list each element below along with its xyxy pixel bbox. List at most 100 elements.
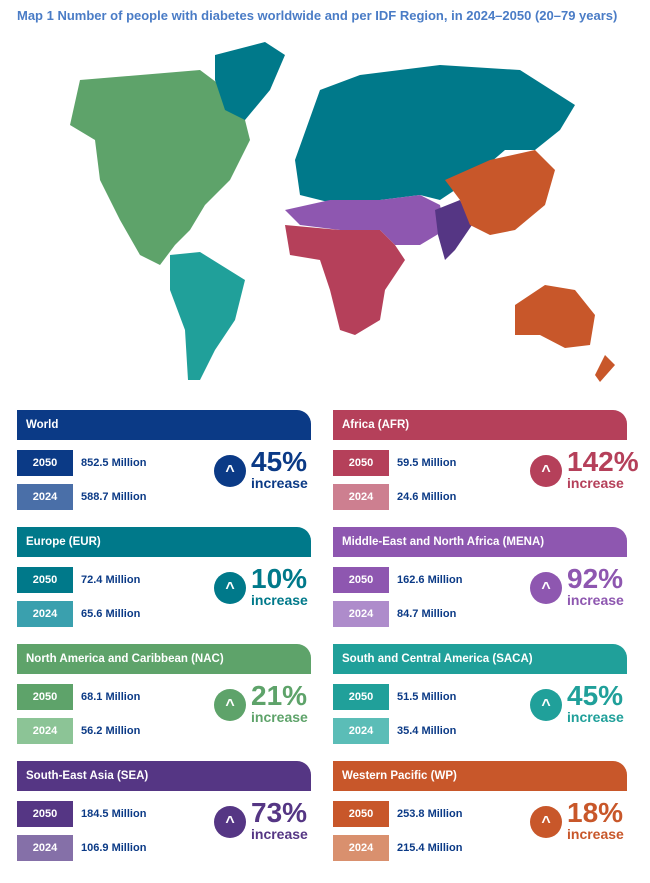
chevron-up-icon: ^ (530, 572, 562, 604)
row-2050: 2050 59.5 Million (333, 450, 456, 476)
year-label: 2024 (333, 835, 389, 861)
year-label: 2024 (17, 835, 73, 861)
year-label: 2024 (17, 484, 73, 510)
row-2024: 2024 215.4 Million (333, 835, 462, 861)
increase-label: increase (567, 709, 624, 725)
row-2024: 2024 24.6 Million (333, 484, 456, 510)
increase-label: increase (567, 592, 624, 608)
chevron-up-icon: ^ (214, 806, 246, 838)
year-label: 2050 (333, 450, 389, 476)
region-eur (295, 65, 575, 205)
year-label: 2050 (333, 801, 389, 827)
row-2024: 2024 106.9 Million (17, 835, 146, 861)
region-card: South and Central America (SACA) 2050 51.… (333, 644, 627, 754)
card-header: Africa (AFR) (333, 410, 627, 440)
card-header: Europe (EUR) (17, 527, 311, 557)
value: 72.4 Million (81, 574, 141, 586)
region-card: Western Pacific (WP) 2050 253.8 Million 2… (333, 761, 627, 871)
year-label: 2050 (17, 801, 73, 827)
increase-label: increase (251, 709, 308, 725)
value: 65.6 Million (81, 608, 141, 620)
region-card: Europe (EUR) 2050 72.4 Million 2024 65.6 M… (17, 527, 311, 637)
value: 162.6 Million (397, 574, 463, 586)
region-card: South-East Asia (SEA) 2050 184.5 Million … (17, 761, 311, 871)
value: 253.8 Million (397, 808, 463, 820)
increase-label: increase (251, 475, 308, 491)
chevron-up-icon: ^ (530, 455, 562, 487)
chevron-up-icon: ^ (530, 806, 562, 838)
year-label: 2050 (333, 567, 389, 593)
value: 35.4 Million (397, 725, 457, 737)
percent-increase: 73% (251, 797, 308, 828)
region-card: Africa (AFR) 2050 59.5 Million 2024 24.6 M… (333, 410, 639, 520)
chevron-up-icon: ^ (214, 455, 246, 487)
chevron-up-icon: ^ (214, 689, 246, 721)
percent-increase: 45% (567, 680, 624, 711)
region-card: World 2050 852.5 Million 2024 588.7 Millio… (17, 410, 311, 520)
card-header: South-East Asia (SEA) (17, 761, 311, 791)
value: 56.2 Million (81, 725, 141, 737)
region-wp-australia (515, 285, 595, 348)
row-2050: 2050 72.4 Million (17, 567, 140, 593)
percent-increase: 142% (567, 446, 639, 477)
card-header: North America and Caribbean (NAC) (17, 644, 311, 674)
increase-label: increase (567, 475, 624, 491)
value: 68.1 Million (81, 691, 141, 703)
year-label: 2050 (333, 684, 389, 710)
value: 84.7 Million (397, 608, 457, 620)
chevron-up-icon: ^ (530, 689, 562, 721)
card-header: Middle-East and North Africa (MENA) (333, 527, 627, 557)
value: 51.5 Million (397, 691, 457, 703)
increase-label: increase (251, 826, 308, 842)
region-mena (285, 195, 445, 245)
year-label: 2024 (17, 718, 73, 744)
row-2024: 2024 84.7 Million (333, 601, 456, 627)
value: 59.5 Million (397, 457, 457, 469)
region-saca (170, 252, 245, 380)
row-2050: 2050 51.5 Million (333, 684, 456, 710)
year-label: 2024 (333, 601, 389, 627)
row-2024: 2024 35.4 Million (333, 718, 456, 744)
region-card: North America and Caribbean (NAC) 2050 68… (17, 644, 311, 754)
row-2050: 2050 852.5 Million (17, 450, 146, 476)
percent-increase: 21% (251, 680, 308, 711)
region-wp-nz (595, 355, 615, 382)
card-header: World (17, 410, 311, 440)
map-title: Map 1 Number of people with diabetes wor… (17, 8, 618, 23)
value: 215.4 Million (397, 842, 463, 854)
row-2050: 2050 184.5 Million (17, 801, 146, 827)
percent-increase: 18% (567, 797, 624, 828)
region-wp (445, 150, 555, 235)
row-2024: 2024 56.2 Million (17, 718, 140, 744)
value: 184.5 Million (81, 808, 147, 820)
row-2024: 2024 65.6 Million (17, 601, 140, 627)
row-2050: 2050 68.1 Million (17, 684, 140, 710)
card-header: South and Central America (SACA) (333, 644, 627, 674)
percent-increase: 10% (251, 563, 308, 594)
region-nac (70, 70, 250, 265)
increase-label: increase (567, 826, 624, 842)
row-2050: 2050 162.6 Million (333, 567, 462, 593)
year-label: 2024 (17, 601, 73, 627)
region-afr (285, 225, 405, 335)
year-label: 2024 (333, 484, 389, 510)
region-eur-greenland (215, 42, 285, 120)
year-label: 2024 (333, 718, 389, 744)
year-label: 2050 (17, 567, 73, 593)
value: 852.5 Million (81, 457, 147, 469)
year-label: 2050 (17, 684, 73, 710)
value: 588.7 Million (81, 491, 147, 503)
value: 106.9 Million (81, 842, 147, 854)
row-2050: 2050 253.8 Million (333, 801, 462, 827)
chevron-up-icon: ^ (214, 572, 246, 604)
percent-increase: 45% (251, 446, 308, 477)
region-card: Middle-East and North Africa (MENA) 2050… (333, 527, 627, 637)
world-map (70, 42, 615, 382)
region-sea (435, 200, 472, 260)
row-2024: 2024 588.7 Million (17, 484, 146, 510)
year-label: 2050 (17, 450, 73, 476)
percent-increase: 92% (567, 563, 624, 594)
value: 24.6 Million (397, 491, 457, 503)
card-header: Western Pacific (WP) (333, 761, 627, 791)
increase-label: increase (251, 592, 308, 608)
